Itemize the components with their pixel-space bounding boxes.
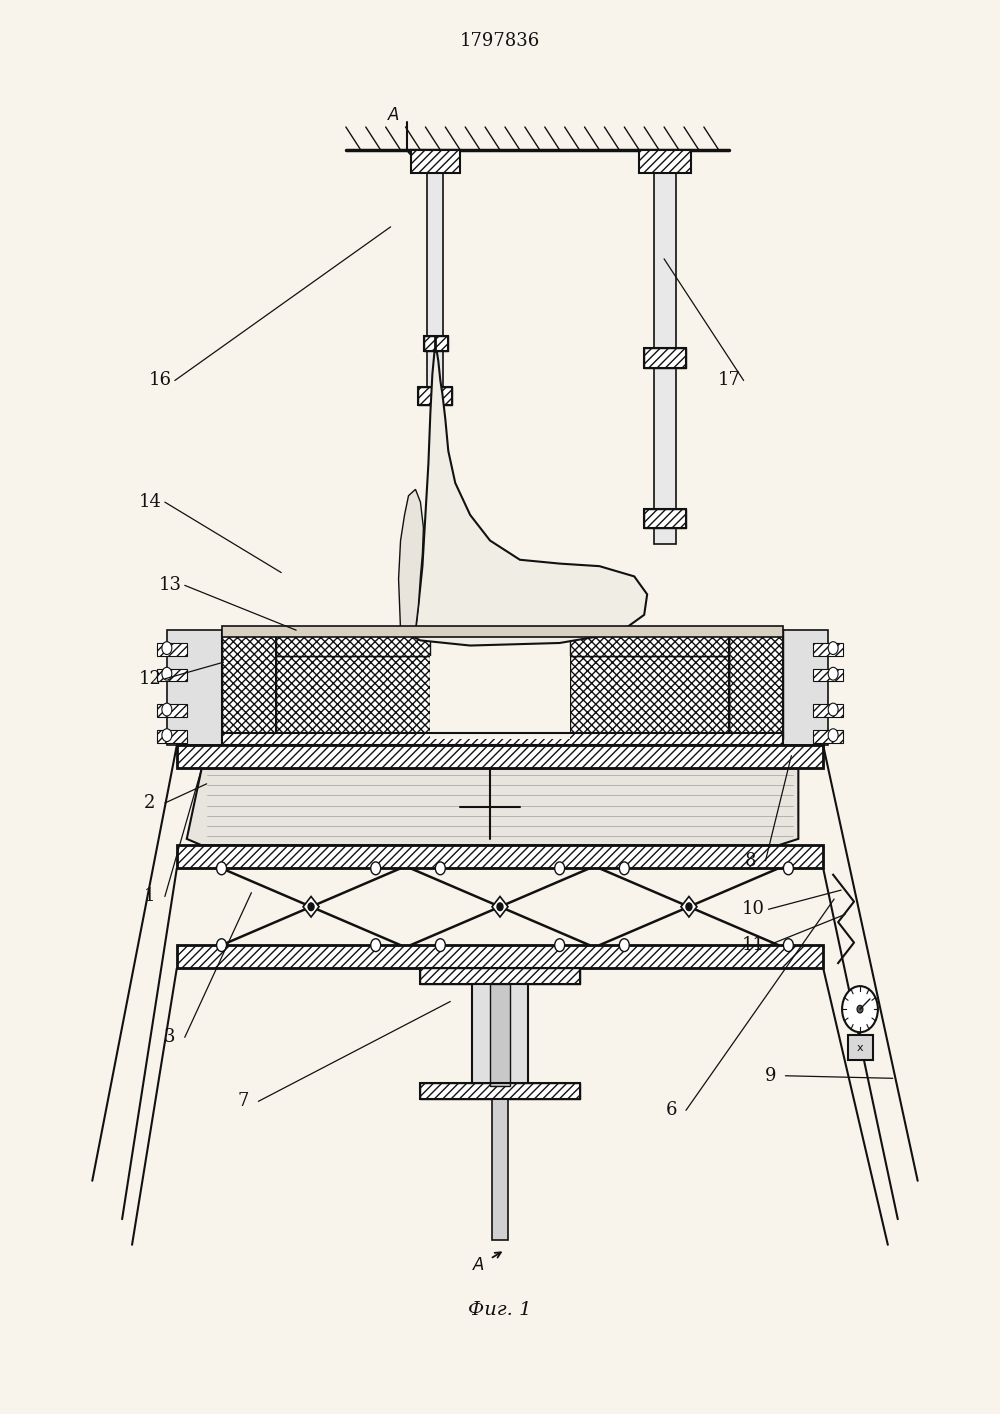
Bar <box>222 631 276 740</box>
Polygon shape <box>401 342 647 646</box>
Text: 7: 7 <box>238 1093 249 1110</box>
Text: 17: 17 <box>717 372 740 389</box>
Bar <box>430 656 570 740</box>
Text: x: x <box>857 1042 863 1052</box>
Bar <box>644 509 686 527</box>
Bar <box>411 150 460 173</box>
Circle shape <box>783 939 793 952</box>
Bar <box>639 150 691 173</box>
Circle shape <box>619 939 629 952</box>
Text: 2: 2 <box>144 795 156 812</box>
Bar <box>276 656 430 740</box>
Bar <box>276 631 430 656</box>
Circle shape <box>828 728 838 741</box>
Bar <box>420 1083 580 1099</box>
Circle shape <box>842 986 878 1032</box>
Circle shape <box>828 642 838 655</box>
Text: 3: 3 <box>164 1028 176 1046</box>
Circle shape <box>162 728 172 741</box>
Circle shape <box>435 939 445 952</box>
Bar <box>848 1035 873 1060</box>
Bar <box>729 631 783 740</box>
Circle shape <box>619 863 629 875</box>
Bar <box>222 626 783 636</box>
Polygon shape <box>167 631 222 745</box>
Circle shape <box>555 863 565 875</box>
Bar <box>813 669 843 682</box>
Bar <box>813 643 843 656</box>
Bar <box>813 730 843 742</box>
Text: 1797836: 1797836 <box>460 33 540 49</box>
Text: A: A <box>388 106 399 124</box>
Bar <box>177 945 823 969</box>
Circle shape <box>308 904 314 911</box>
Circle shape <box>162 642 172 655</box>
Text: 6: 6 <box>665 1102 677 1120</box>
Circle shape <box>828 667 838 680</box>
Circle shape <box>497 904 503 911</box>
Bar <box>157 730 187 742</box>
Text: A: A <box>472 1256 484 1274</box>
Bar <box>639 150 691 173</box>
Circle shape <box>555 939 565 952</box>
Circle shape <box>435 863 445 875</box>
Bar <box>418 387 452 404</box>
Circle shape <box>217 939 227 952</box>
Circle shape <box>371 939 381 952</box>
Bar <box>420 969 580 984</box>
Text: 10: 10 <box>742 901 765 918</box>
Circle shape <box>783 863 793 875</box>
Text: 11: 11 <box>742 936 765 954</box>
Circle shape <box>857 1005 863 1012</box>
Polygon shape <box>783 631 828 745</box>
Bar <box>418 387 452 404</box>
Bar <box>570 631 729 656</box>
Text: 9: 9 <box>765 1066 776 1085</box>
Circle shape <box>371 863 381 875</box>
Text: 13: 13 <box>158 577 181 594</box>
Text: 8: 8 <box>745 851 756 870</box>
Text: 16: 16 <box>148 372 171 389</box>
Bar <box>177 745 823 768</box>
Bar <box>490 984 510 1086</box>
Bar <box>177 846 823 868</box>
Bar <box>424 335 448 351</box>
Bar <box>222 732 783 745</box>
Text: 14: 14 <box>139 493 161 510</box>
Bar <box>654 173 676 544</box>
Bar <box>644 509 686 527</box>
Polygon shape <box>399 489 423 631</box>
Bar <box>222 732 783 745</box>
Bar <box>177 945 823 969</box>
Circle shape <box>686 904 692 911</box>
Bar <box>157 704 187 717</box>
Circle shape <box>828 703 838 715</box>
Bar <box>411 150 460 173</box>
Polygon shape <box>187 768 798 846</box>
Text: 1: 1 <box>144 888 156 905</box>
Text: 12: 12 <box>139 670 161 687</box>
Bar <box>570 656 729 740</box>
Bar <box>420 1083 580 1099</box>
Bar <box>644 348 686 368</box>
Bar <box>222 631 276 740</box>
Circle shape <box>217 863 227 875</box>
Bar <box>729 631 783 740</box>
Bar <box>424 335 448 351</box>
Bar <box>644 348 686 368</box>
Bar <box>472 984 528 1086</box>
Bar <box>813 704 843 717</box>
Circle shape <box>162 667 172 680</box>
Bar <box>157 643 187 656</box>
Text: Фиг. 1: Фиг. 1 <box>468 1301 532 1319</box>
Circle shape <box>162 703 172 715</box>
Bar <box>427 173 443 390</box>
Bar <box>492 1099 508 1240</box>
Bar <box>177 846 823 868</box>
Bar <box>420 969 580 984</box>
Bar <box>157 669 187 682</box>
Bar <box>177 745 823 768</box>
